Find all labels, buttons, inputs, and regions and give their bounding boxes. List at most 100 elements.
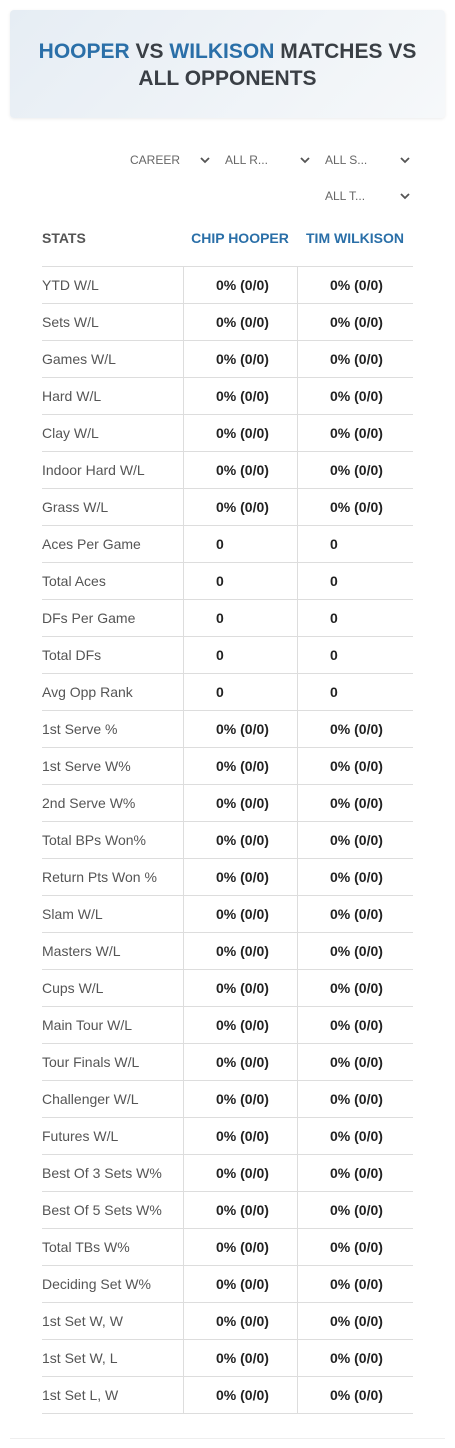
stat-row: Total DFs 0 0 (42, 636, 413, 673)
column-header[interactable]: TIM WILKISON (306, 230, 404, 246)
stat-value: 0 (297, 526, 413, 562)
filter-label: ALL T... (325, 189, 366, 203)
stat-value: 0% (0/0) (297, 304, 413, 340)
stat-value: 0 (297, 674, 413, 710)
stat-row: YTD W/L 0% (0/0) 0% (0/0) (42, 266, 413, 303)
stat-value: 0 (183, 526, 297, 562)
chevron (400, 157, 410, 164)
stat-value: 0 (183, 674, 297, 710)
stat-value: 0% (0/0) (297, 1007, 413, 1043)
stat-value: 0% (0/0) (297, 1155, 413, 1191)
stat-value: 0% (0/0) (183, 711, 297, 747)
stat-label: Total DFs (42, 647, 102, 663)
player1-name[interactable]: HOOPER (38, 40, 130, 63)
chevron (200, 157, 210, 164)
stat-label: DFs Per Game (42, 610, 136, 626)
chevron (300, 157, 310, 164)
stat-value: 0% (0/0) (297, 785, 413, 821)
stat-label: Clay W/L (42, 425, 99, 441)
title-rest: MATCHES VS ALL OPPONENTS (138, 40, 417, 90)
stat-row: 1st Set L, W 0% (0/0) 0% (0/0) (42, 1376, 413, 1413)
stat-label: Best Of 5 Sets W% (42, 1202, 162, 1218)
header: HOOPER VS WILKISON MATCHES VS ALL OPPONE… (10, 10, 445, 118)
stat-value: 0% (0/0) (183, 267, 297, 303)
filter-dropdown[interactable]: CAREER (130, 150, 210, 170)
stat-label: 1st Set W, L (42, 1350, 118, 1366)
stat-label: Challenger W/L (42, 1091, 139, 1107)
stat-value: 0% (0/0) (297, 1377, 413, 1413)
stat-value: 0 (183, 637, 297, 673)
stat-value: 0 (297, 600, 413, 636)
chevron (400, 193, 410, 200)
column-header: STATS (42, 230, 86, 246)
stat-value: 0 (297, 637, 413, 673)
stat-row: 1st Serve % 0% (0/0) 0% (0/0) (42, 710, 413, 747)
stat-row: Total TBs W% 0% (0/0) 0% (0/0) (42, 1228, 413, 1265)
stat-value: 0 (183, 600, 297, 636)
stat-label: 1st Serve W% (42, 758, 131, 774)
stat-row: Cups W/L 0% (0/0) 0% (0/0) (42, 969, 413, 1006)
stat-label: Main Tour W/L (42, 1017, 132, 1033)
stat-value: 0 (183, 563, 297, 599)
stat-value: 0% (0/0) (183, 415, 297, 451)
stat-label: 1st Set L, W (42, 1387, 119, 1403)
stat-label: 2nd Serve W% (42, 795, 136, 811)
stat-row: Best Of 3 Sets W% 0% (0/0) 0% (0/0) (42, 1154, 413, 1191)
stat-value: 0% (0/0) (183, 304, 297, 340)
stat-label: Tour Finals W/L (42, 1054, 140, 1070)
filter-dropdown[interactable]: ALL R... (225, 150, 310, 170)
stat-value: 0% (0/0) (297, 748, 413, 784)
stat-value: 0% (0/0) (297, 896, 413, 932)
stat-value: 0% (0/0) (183, 1377, 297, 1413)
stat-value: 0% (0/0) (183, 489, 297, 525)
stat-value: 0% (0/0) (297, 1118, 413, 1154)
stat-label: Grass W/L (42, 499, 109, 515)
stat-row: Masters W/L 0% (0/0) 0% (0/0) (42, 932, 413, 969)
stat-value: 0% (0/0) (297, 415, 413, 451)
stat-label: Aces Per Game (42, 536, 141, 552)
stat-value: 0% (0/0) (183, 896, 297, 932)
stat-row: Grass W/L 0% (0/0) 0% (0/0) (42, 488, 413, 525)
stat-row: Clay W/L 0% (0/0) 0% (0/0) (42, 414, 413, 451)
stat-label: Slam W/L (42, 906, 103, 922)
stat-label: Hard W/L (42, 388, 102, 404)
filter-label: CAREER (130, 153, 181, 167)
stat-value: 0% (0/0) (183, 1303, 297, 1339)
stat-row: Tour Finals W/L 0% (0/0) 0% (0/0) (42, 1043, 413, 1080)
stat-row: Challenger W/L 0% (0/0) 0% (0/0) (42, 1080, 413, 1117)
stat-label: Total Aces (42, 573, 106, 589)
stat-value: 0% (0/0) (183, 970, 297, 1006)
stat-value: 0% (0/0) (183, 748, 297, 784)
stat-label: Best Of 3 Sets W% (42, 1165, 162, 1181)
stat-value: 0% (0/0) (183, 822, 297, 858)
stat-row: 1st Set W, L 0% (0/0) 0% (0/0) (42, 1339, 413, 1376)
stat-value: 0% (0/0) (297, 1044, 413, 1080)
player2-name[interactable]: WILKISON (169, 40, 275, 63)
stat-value: 0% (0/0) (183, 1266, 297, 1302)
stat-value: 0% (0/0) (297, 378, 413, 414)
filter-dropdown[interactable]: ALL T... (325, 186, 410, 206)
divider (10, 1438, 445, 1439)
stat-row: Total Aces 0 0 (42, 562, 413, 599)
stat-label: Sets W/L (42, 314, 99, 330)
stat-value: 0% (0/0) (297, 859, 413, 895)
stat-value: 0% (0/0) (297, 933, 413, 969)
filter-dropdown[interactable]: ALL S... (325, 150, 410, 170)
stat-value: 0 (297, 563, 413, 599)
stat-value: 0% (0/0) (183, 1044, 297, 1080)
stat-value: 0% (0/0) (183, 1155, 297, 1191)
stat-row: Games W/L 0% (0/0) 0% (0/0) (42, 340, 413, 377)
stat-label: 1st Set W, W (42, 1313, 123, 1329)
stat-row: Main Tour W/L 0% (0/0) 0% (0/0) (42, 1006, 413, 1043)
vs: VS (135, 40, 164, 63)
stat-row: Return Pts Won % 0% (0/0) 0% (0/0) (42, 858, 413, 895)
stat-row: 1st Set W, W 0% (0/0) 0% (0/0) (42, 1302, 413, 1339)
column-header[interactable]: CHIP HOOPER (191, 230, 289, 246)
stat-value: 0% (0/0) (183, 341, 297, 377)
stat-row: Slam W/L 0% (0/0) 0% (0/0) (42, 895, 413, 932)
stat-value: 0% (0/0) (183, 1192, 297, 1228)
stat-label: Avg Opp Rank (42, 684, 133, 700)
stat-value: 0% (0/0) (297, 1303, 413, 1339)
stat-value: 0% (0/0) (183, 1229, 297, 1265)
stat-row: Total BPs Won% 0% (0/0) 0% (0/0) (42, 821, 413, 858)
